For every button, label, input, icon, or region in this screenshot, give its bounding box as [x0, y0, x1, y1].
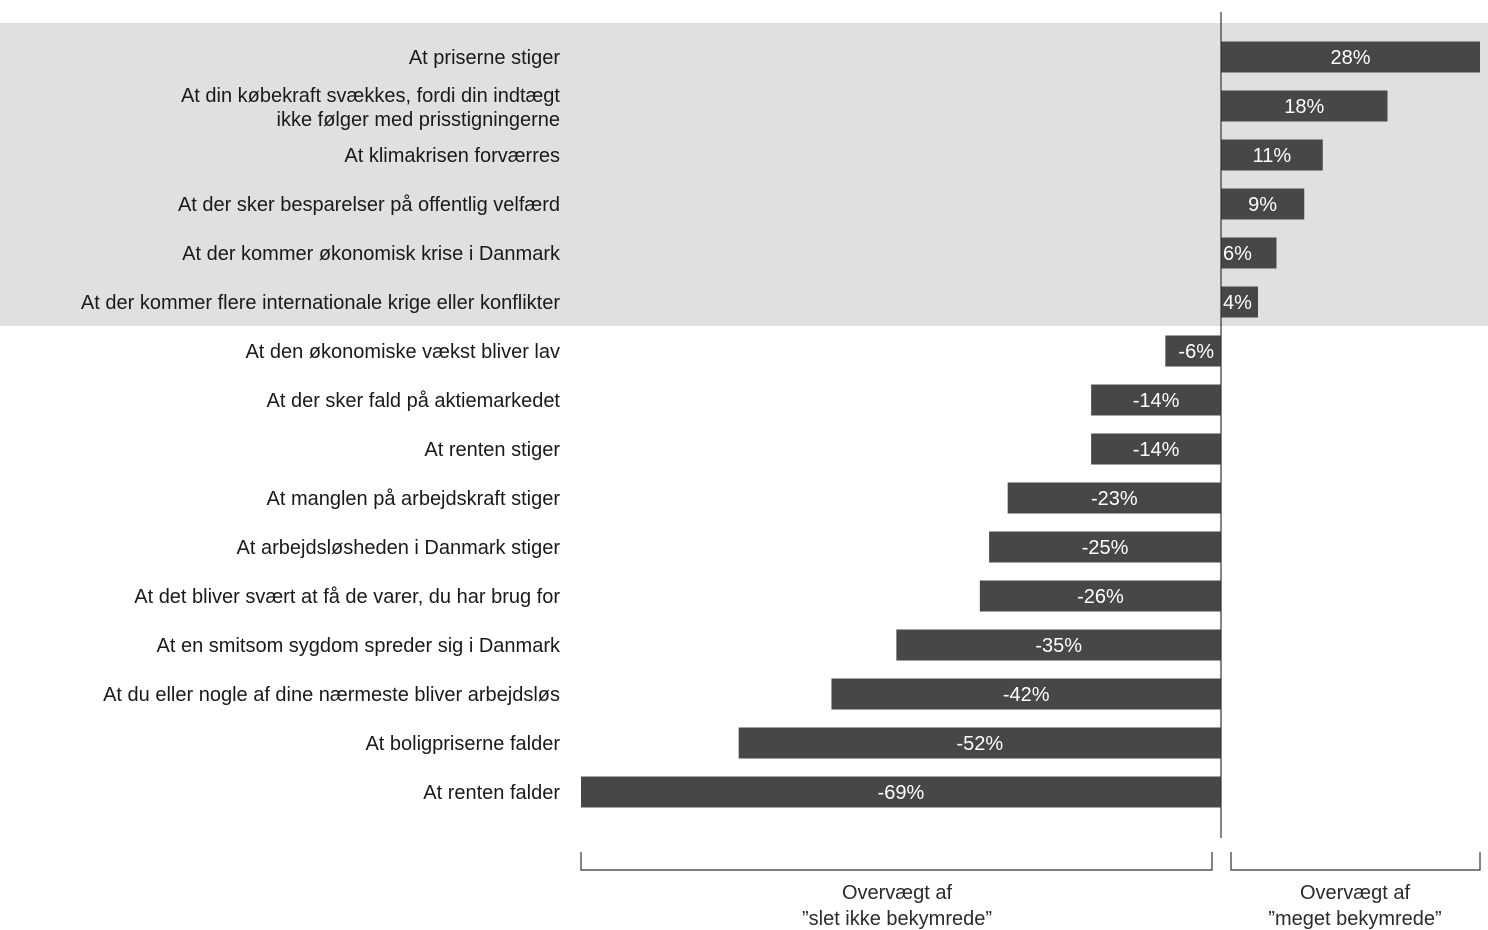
bracket-negative	[580, 852, 1213, 871]
value-label-11: -25%	[1082, 537, 1129, 559]
bar-8	[1091, 384, 1221, 416]
bar-1	[1221, 41, 1480, 73]
bar-2	[1221, 90, 1388, 122]
value-label-1: 28%	[1330, 47, 1370, 69]
category-label-line: ikke følger med prisstigningerne	[277, 109, 560, 131]
value-label-15: -52%	[956, 733, 1003, 755]
bar-4	[1221, 188, 1305, 220]
category-label-6: At der kommer flere internationale krige…	[81, 292, 560, 314]
category-label-line: At en smitsom sygdom spreder sig i Danma…	[157, 635, 561, 657]
category-label-2: At din købekraft svækkes, fordi din indt…	[181, 85, 560, 131]
bar-9	[1091, 433, 1221, 465]
category-label-10: At manglen på arbejdskraft stiger	[267, 488, 561, 510]
category-label-8: At der sker fald på aktiemarkedet	[267, 390, 561, 412]
category-label-line: At du eller nogle af dine nærmeste blive…	[103, 684, 560, 706]
bracket-label-positive-line2: ”meget bekymrede”	[1268, 908, 1441, 930]
category-label-line: At der sker fald på aktiemarkedet	[267, 390, 561, 412]
bracket-label-positive-line1: Overvægt af	[1300, 882, 1410, 904]
category-label-line: At det bliver svært at få de varer, du h…	[134, 586, 560, 608]
bar-3	[1221, 139, 1323, 171]
bar-11	[989, 531, 1221, 563]
category-label-4: At der sker besparelser på offentlig vel…	[178, 194, 560, 216]
value-label-10: -23%	[1091, 488, 1138, 510]
category-label-line: At priserne stiger	[409, 47, 561, 69]
bar-13	[896, 629, 1221, 661]
bar-5	[1221, 237, 1277, 269]
bar-12	[979, 580, 1221, 612]
category-label-16: At renten falder	[423, 782, 560, 804]
value-label-13: -35%	[1035, 635, 1082, 657]
bar-14	[831, 678, 1221, 710]
category-label-line: At der sker besparelser på offentlig vel…	[178, 194, 560, 216]
category-label-11: At arbejdsløsheden i Danmark stiger	[237, 537, 561, 559]
category-label-line: At boligpriserne falder	[365, 733, 560, 755]
category-label-line: At din købekraft svækkes, fordi din indt…	[181, 85, 560, 107]
value-label-12: -26%	[1077, 586, 1124, 608]
bar-7	[1165, 335, 1221, 367]
category-label-15: At boligpriserne falder	[365, 733, 560, 755]
category-label-3: At klimakrisen forværres	[344, 145, 560, 167]
category-label-9: At renten stiger	[424, 439, 560, 461]
bracket-positive	[1230, 852, 1481, 871]
bar-6	[1221, 286, 1258, 318]
bracket-label-negative-line2: ”slet ikke bekymrede”	[802, 908, 992, 930]
category-label-line: At der kommer økonomisk krise i Danmark	[182, 243, 561, 265]
category-label-1: At priserne stiger	[409, 47, 561, 69]
bracket-label-negative-line1: Overvægt af	[842, 882, 952, 904]
bar-15	[738, 727, 1221, 759]
category-label-line: At arbejdsløsheden i Danmark stiger	[237, 537, 561, 559]
value-label-8: -14%	[1133, 390, 1180, 412]
category-label-line: At den økonomiske vækst bliver lav	[245, 341, 560, 363]
value-label-7: -6%	[1178, 341, 1214, 363]
value-label-14: -42%	[1003, 684, 1050, 706]
value-label-3: 11%	[1253, 145, 1292, 167]
category-label-14: At du eller nogle af dine nærmeste blive…	[103, 684, 560, 706]
category-label-13: At en smitsom sygdom spreder sig i Danma…	[157, 635, 561, 657]
value-label-9: -14%	[1133, 439, 1180, 461]
category-label-line: At klimakrisen forværres	[344, 145, 560, 167]
value-label-2: 18%	[1284, 96, 1324, 118]
highlight-band	[0, 23, 1488, 326]
bar-10	[1007, 482, 1221, 514]
value-label-4: 9%	[1248, 194, 1277, 216]
value-label-16: -69%	[878, 782, 925, 804]
value-label-5: 6%	[1223, 243, 1252, 265]
category-label-line: At der kommer flere internationale krige…	[81, 292, 560, 314]
bar-16	[581, 776, 1221, 808]
category-label-7: At den økonomiske vækst bliver lav	[245, 341, 560, 363]
category-label-line: At manglen på arbejdskraft stiger	[267, 488, 561, 510]
category-label-line: At renten falder	[423, 782, 560, 804]
value-label-6: 4%	[1223, 292, 1252, 314]
category-label-12: At det bliver svært at få de varer, du h…	[134, 586, 560, 608]
category-label-5: At der kommer økonomisk krise i Danmark	[182, 243, 561, 265]
category-label-line: At renten stiger	[424, 439, 560, 461]
